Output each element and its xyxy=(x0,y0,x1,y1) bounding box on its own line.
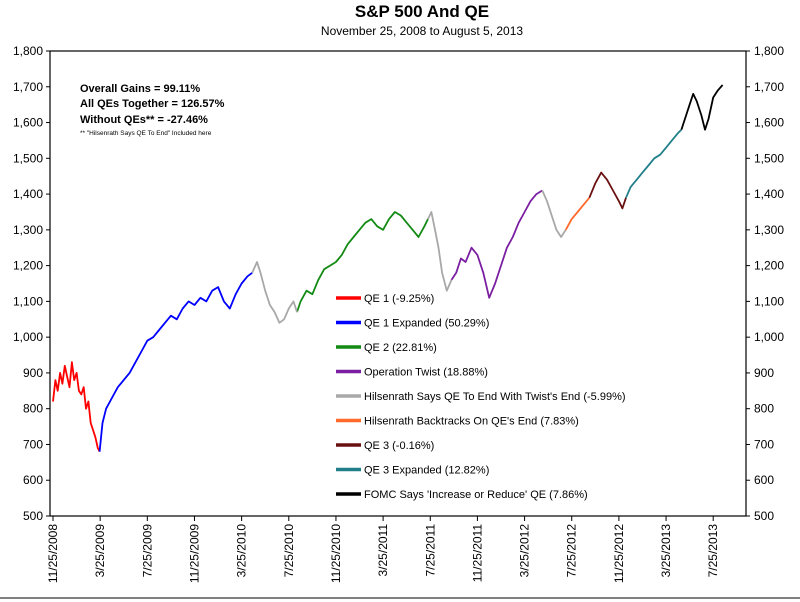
y-tick-label-right: 1,600 xyxy=(754,116,784,130)
y-tick-label-left: 700 xyxy=(23,437,43,451)
y-tick-label-left: 1,600 xyxy=(13,116,43,130)
y-tick-label-right: 1,100 xyxy=(754,294,784,308)
y-tick-label-left: 1,000 xyxy=(13,330,43,344)
y-tick-label-right: 900 xyxy=(754,366,774,380)
series-line-8 xyxy=(625,129,683,199)
x-tick-label: 7/25/2009 xyxy=(140,524,154,578)
legend: QE 1 (-9.25%) QE 1 Expanded (50.29%) QE 2 … xyxy=(336,293,626,501)
y-tick-label-left: 1,200 xyxy=(13,259,43,273)
y-tick-label-left: 1,800 xyxy=(13,44,43,58)
legend-label: QE 2 (22.81%) xyxy=(364,342,437,354)
y-tick-label-right: 700 xyxy=(754,437,774,451)
plot-area xyxy=(49,50,747,517)
x-tick-label: 3/25/2011 xyxy=(376,524,390,577)
y-tick-label-right: 800 xyxy=(754,402,774,416)
y-tick-label-left: 900 xyxy=(23,366,43,380)
y-tick-label-right: 600 xyxy=(754,473,774,487)
y-tick-label-right: 1,400 xyxy=(754,187,784,201)
legend-label: Hilsenrath Backtracks On QE's End (7.83%… xyxy=(364,416,579,428)
y-tick-label-left: 1,400 xyxy=(13,187,43,201)
y-tick-label-right: 1,300 xyxy=(754,223,784,237)
y-tick-label-right: 1,500 xyxy=(754,151,784,165)
x-tick-label: 3/25/2010 xyxy=(235,524,249,578)
series-line-5 xyxy=(427,211,453,292)
x-tick-label: 7/25/2012 xyxy=(565,524,579,578)
legend-label: Hilsenrath Says QE To End With Twist's E… xyxy=(364,391,626,403)
all-qes-text: All QEs Together = 126.57% xyxy=(80,98,225,110)
chart-subtitle: November 25, 2008 to August 5, 2013 xyxy=(321,24,523,38)
legend-label: QE 3 Expanded (12.82%) xyxy=(364,465,489,477)
y-axis-left: 1,800 1,700 1,600 1,500 1,400 1,300 1,200 1,100… xyxy=(13,44,50,523)
x-tick-label: 11/25/2009 xyxy=(187,524,201,583)
y-tick-label-left: 1,700 xyxy=(13,80,43,94)
y-tick-label-left: 500 xyxy=(23,509,43,523)
without-qes-text: Without QEs** = -27.46% xyxy=(80,114,208,126)
x-tick-label: 11/25/2011 xyxy=(470,524,484,583)
stats-annotation: Overall Gains = 99.11% All QEs Together … xyxy=(80,83,225,137)
y-tick-label-right: 1,700 xyxy=(754,80,784,94)
x-axis: 11/25/2008 3/25/2009 7/25/2009 11/25/2009 3/… xyxy=(46,516,720,583)
series-line-1 xyxy=(52,361,101,453)
y-tick-label-left: 1,300 xyxy=(13,223,43,237)
legend-label: QE 1 Expanded (50.29%) xyxy=(364,318,489,330)
x-tick-label: 3/25/2012 xyxy=(518,524,532,578)
footnote-text: ** "Hilsenrath Says QE To End" Included … xyxy=(80,130,212,137)
legend-label: QE 1 (-9.25%) xyxy=(364,293,434,305)
x-tick-label: 7/25/2010 xyxy=(282,524,296,578)
series-line-9 xyxy=(680,84,724,131)
y-axis-right: 1,800 1,700 1,600 1,500 1,400 1,300 1,200 1,100… xyxy=(746,44,784,523)
y-tick-label-right: 1,800 xyxy=(754,44,784,58)
x-tick-label: 11/25/2010 xyxy=(329,524,343,583)
chart-title: S&P 500 And QE xyxy=(355,2,489,21)
legend-label: QE 3 (-0.16%) xyxy=(364,440,434,452)
y-tick-label-left: 1,100 xyxy=(13,294,43,308)
series-line-2 xyxy=(98,272,253,452)
y-tick-label-left: 800 xyxy=(23,402,43,416)
legend-label: FOMC Says 'Increase or Reduce' QE (7.86%… xyxy=(364,489,588,501)
y-tick-label-right: 500 xyxy=(754,509,774,523)
series-line-5 xyxy=(541,190,567,238)
y-tick-label-left: 600 xyxy=(23,473,43,487)
x-tick-label: 7/25/2013 xyxy=(706,524,720,578)
y-tick-label-right: 1,000 xyxy=(754,330,784,344)
overall-gains-text: Overall Gains = 99.11% xyxy=(80,83,200,95)
series-line-6 xyxy=(565,197,591,231)
series-line-7 xyxy=(588,171,627,210)
series-line-5 xyxy=(251,261,298,324)
x-tick-label: 11/25/2008 xyxy=(46,524,60,583)
series-line-4 xyxy=(450,189,543,299)
x-tick-label: 3/25/2009 xyxy=(93,524,107,578)
series-lines xyxy=(52,84,724,453)
y-tick-label-left: 1,500 xyxy=(13,151,43,165)
series-line-3 xyxy=(296,211,429,313)
legend-label: Operation Twist (18.88%) xyxy=(364,367,488,379)
x-tick-label: 3/25/2013 xyxy=(659,524,673,578)
y-tick-label-right: 1,200 xyxy=(754,259,784,273)
x-tick-label: 7/25/2011 xyxy=(423,524,437,577)
x-tick-label: 11/25/2012 xyxy=(612,524,626,583)
